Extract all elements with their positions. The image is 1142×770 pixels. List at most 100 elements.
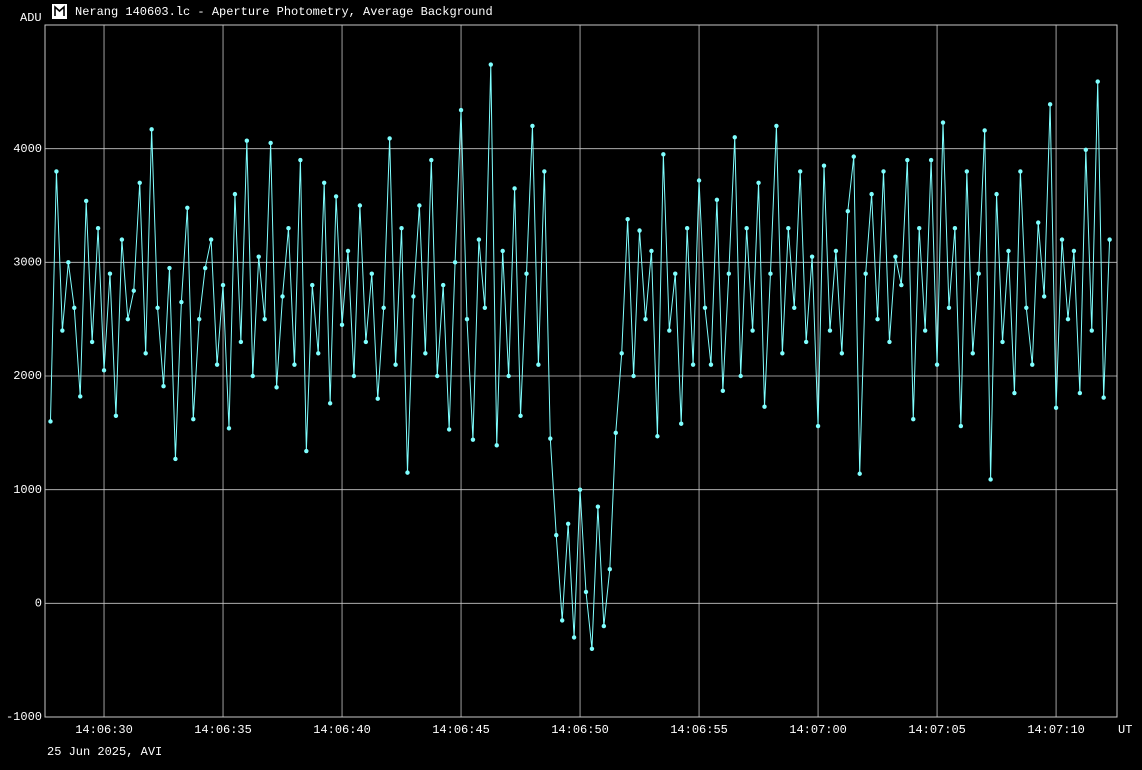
data-point [595,504,601,509]
data-point [881,169,886,174]
data-point [179,299,184,305]
data-point [928,157,934,163]
data-point [601,623,607,629]
data-point [565,521,571,526]
data-point [262,316,267,322]
x-tick-label: 14:06:35 [194,723,252,737]
x-tick-label: 14:06:40 [313,723,371,737]
data-point [952,226,958,231]
data-point [905,157,910,163]
data-point [316,351,321,356]
data-point [512,186,517,191]
data-point [1083,147,1089,153]
data-point [399,226,404,231]
data-point [548,436,553,441]
data-point [661,152,666,157]
data-point [268,140,273,146]
x-axis-unit: UT [1118,723,1132,737]
data-point [351,373,357,379]
data-point [750,328,755,333]
data-point [232,191,238,197]
data-point [464,316,470,322]
x-tick-label: 14:06:30 [75,723,133,737]
y-tick-label: 4000 [13,142,42,156]
data-point [619,351,624,356]
data-point [762,404,767,409]
data-point [482,305,488,311]
data-point [280,294,285,299]
y-tick-label: 1000 [13,483,42,497]
data-point [1053,405,1059,411]
y-tick-label: 0 [35,597,42,611]
data-point [917,226,922,231]
data-point [238,339,244,345]
data-point [911,416,916,422]
data-point [220,282,226,288]
data-point [958,423,964,429]
data-point [345,248,351,254]
data-point [387,136,392,141]
data-point [101,368,107,373]
data-point [202,265,208,271]
data-point [726,271,732,276]
data-point [792,305,797,311]
data-point [679,421,684,426]
data-point [494,443,499,448]
data-point [375,396,380,401]
data-point [970,351,975,356]
data-point [286,226,291,231]
data-point [161,384,166,389]
data-point [524,271,529,276]
data-point [423,351,428,356]
data-point [339,322,345,328]
data-point [411,294,416,299]
data-point [78,394,83,399]
data-point [637,228,642,233]
data-point [702,305,708,311]
data-point [1000,339,1005,345]
data-point [1012,390,1017,396]
data-point [839,351,845,356]
data-point [54,169,59,174]
data-point [381,305,386,311]
data-point [798,169,803,174]
data-point [613,430,618,436]
data-point [1101,395,1106,400]
data-point [393,362,398,367]
data-point [1077,390,1083,396]
data-point [946,305,952,311]
data-point [1065,316,1071,322]
data-point [458,107,464,113]
data-point [333,194,339,199]
data-point [298,157,303,163]
data-point [714,197,720,203]
data-point [833,248,839,254]
data-point [476,237,482,242]
data-point [446,427,452,432]
data-point [655,434,660,439]
data-point [744,226,749,231]
data-point [363,339,369,345]
data-point [137,180,142,185]
data-point [673,271,678,276]
data-point [922,328,928,333]
data-point [821,163,827,168]
data-point [208,237,214,242]
data-point [1036,220,1041,225]
data-point [559,618,565,623]
data-point [452,260,458,265]
data-point [708,362,714,367]
data-point [934,362,940,367]
data-point [720,388,726,393]
data-point [780,351,785,356]
data-point [250,373,255,379]
x-tick-label: 14:07:10 [1027,723,1085,737]
data-point [506,373,511,379]
data-point [732,135,737,140]
data-point [48,419,53,424]
data-point [518,413,523,418]
data-point [583,589,589,595]
y-axis-label: ADU [20,11,42,25]
data-point [417,203,422,208]
